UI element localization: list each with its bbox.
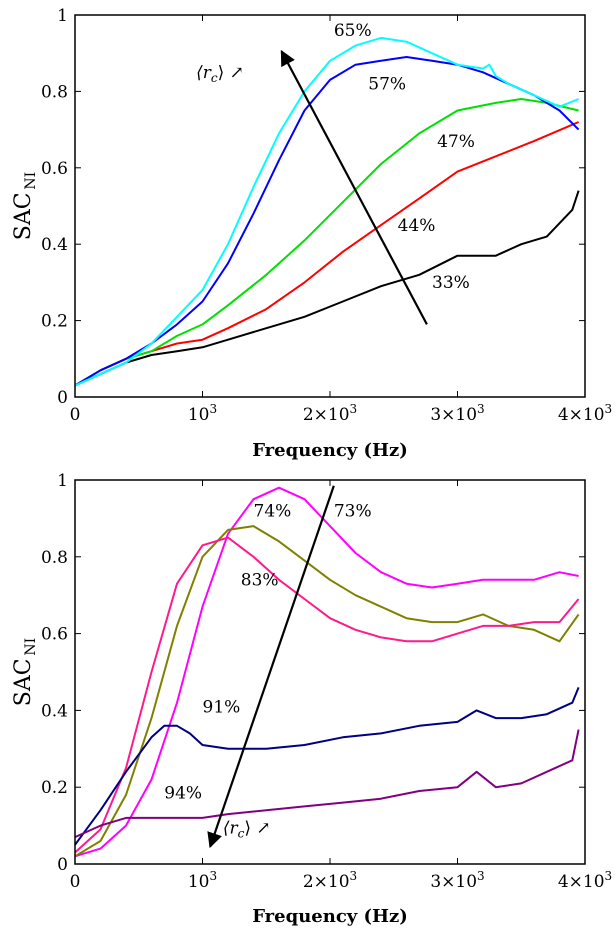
x-tick-label: 0 (70, 405, 81, 425)
chart-panel-2: 0 103 2×103 3×103 4×103 0 0.2 0.4 0.6 0.8 1 Frequen… (11, 471, 612, 927)
x-tick-label: 103 (188, 402, 217, 425)
series-line-73pct (74, 486, 579, 858)
x-tick-label: 2×103 (303, 402, 357, 425)
x-tick-label: 103 (188, 869, 217, 892)
series-line-57pct (74, 56, 580, 387)
series-annotation-label: 83% (241, 571, 279, 591)
series-annotation-label: 74% (254, 501, 292, 521)
x-axis-label: Frequency (Hz) (252, 906, 408, 927)
x-axis-label: Frequency (Hz) (252, 440, 408, 461)
x-tick-label: 0 (70, 872, 81, 892)
series-line-91pct (74, 687, 580, 846)
y-tick-label: 0.8 (41, 82, 68, 102)
series-annotation-label: 47% (437, 132, 475, 152)
y-tick-label: 0.6 (41, 159, 68, 179)
x-tick-label: 2×103 (303, 869, 357, 892)
y-axis-label: SAC NI (11, 638, 39, 706)
series-line-74pct (74, 525, 580, 858)
x-tick-label: 4×103 (558, 402, 612, 425)
series-annotation-label: 57% (368, 74, 406, 94)
series-annotation-label: 91% (203, 697, 241, 717)
trend-arrow (280, 49, 428, 325)
series-line-83pct (74, 536, 580, 854)
y-tick-label: 0.2 (41, 778, 68, 798)
series-line-94pct (74, 729, 580, 839)
series-annotation-label: 33% (432, 273, 470, 293)
series-line-33pct (74, 190, 580, 387)
x-tick-label: 4×103 (558, 869, 612, 892)
plot-frame (74, 14, 586, 398)
y-tick-label: 0.6 (41, 625, 68, 645)
y-axis-label: SAC NI (11, 172, 39, 240)
trend-arrow-label: ⟨rc⟩ ↗ (223, 818, 271, 840)
series-annotation-label: 94% (164, 784, 202, 804)
series-annotation-label: 44% (398, 216, 436, 236)
y-tick-label: 1 (57, 471, 68, 491)
trend-arrow-label: ⟨rc⟩ ↗ (196, 63, 244, 85)
y-tick-label: 0.8 (41, 548, 68, 568)
x-tick-label: 3×103 (430, 402, 484, 425)
series-line-65pct (74, 36, 579, 387)
series-line-47pct (74, 98, 579, 387)
y-tick-label: 0 (57, 388, 68, 408)
y-tick-label: 0.4 (41, 235, 68, 255)
x-tick-label: 3×103 (430, 869, 484, 892)
series-annotation-label: 73% (334, 501, 372, 521)
y-tick-label: 0.4 (41, 701, 68, 721)
series-line-44pct (74, 121, 579, 387)
y-tick-label: 0.2 (41, 312, 68, 332)
series-annotation-label: 65% (334, 21, 372, 41)
trend-arrow (207, 485, 335, 849)
y-tick-label: 0 (57, 855, 68, 875)
chart-panel-1: 0 103 2×103 3×103 4×103 0 0.2 0.4 0.6 0.8 1 Frequen… (11, 6, 612, 461)
y-tick-label: 1 (57, 6, 68, 26)
